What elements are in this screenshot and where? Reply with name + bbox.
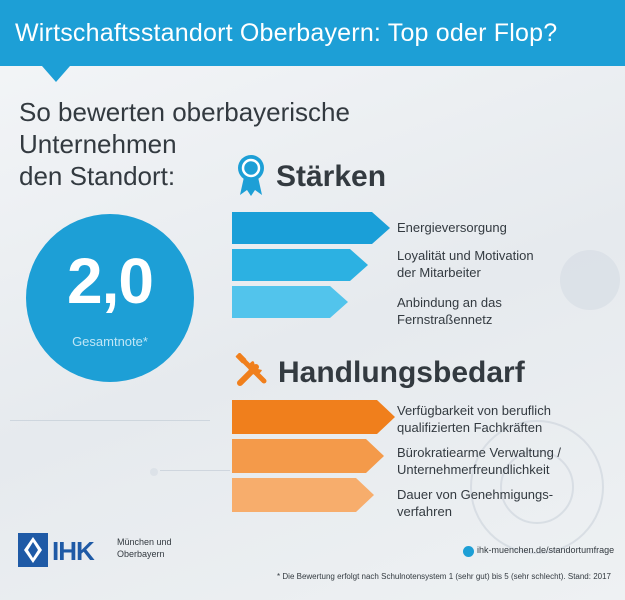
background-dot-decoration	[150, 468, 158, 476]
need-item-1: Verfügbarkeit von beruflich qualifiziert…	[397, 403, 551, 435]
strength-item-1: Energieversorgung	[397, 220, 507, 235]
need-arrow-3	[232, 478, 374, 512]
background-wheel-decoration	[470, 420, 604, 554]
overall-grade-circle: 2,0 Gesamtnote*	[26, 214, 194, 382]
need-arrow-2	[232, 439, 384, 473]
award-ribbon-icon	[238, 155, 264, 196]
need-arrow-1	[232, 400, 395, 434]
strength-arrow-1	[232, 212, 390, 244]
link-arrow-icon	[463, 546, 474, 557]
header-banner: Wirtschaftsstandort Oberbayern: Top oder…	[0, 0, 625, 66]
subtitle: So bewerten oberbayerische Unternehmen d…	[19, 96, 499, 192]
strength-arrow-2	[232, 249, 368, 281]
need-item-2: Bürokratiearme Verwaltung / Unternehmerf…	[397, 445, 562, 477]
ihk-logo: IHK	[18, 533, 110, 567]
strength-arrow-3	[232, 286, 348, 318]
background-line-decoration	[160, 470, 230, 471]
background-wheel-decoration	[500, 450, 574, 524]
need-item-3: Dauer von Genehmigungs- verfahren	[397, 487, 554, 519]
subtitle-line-2: den Standort:	[19, 161, 176, 191]
strengths-title: Stärken	[276, 160, 387, 193]
subtitle-line-1: So bewerten oberbayerische Unternehmen	[19, 97, 350, 159]
background-dot-decoration	[560, 250, 620, 310]
ihk-logo-mark-icon	[18, 533, 48, 567]
needs-title: Handlungsbedarf	[278, 356, 525, 389]
header-notch-decoration	[42, 66, 70, 82]
strength-item-3: Anbindung an das Fernstraßennetz	[397, 295, 502, 327]
ihk-logo-text: IHK	[52, 536, 95, 566]
overall-grade-label: Gesamtnote*	[72, 334, 148, 349]
survey-link[interactable]: ihk-muenchen.de/standortumfrage	[477, 545, 615, 555]
overall-grade-value: 2,0	[67, 245, 154, 317]
strength-item-2: Loyalität und Motivation der Mitarbeiter	[397, 248, 534, 280]
background-line-decoration	[10, 420, 210, 421]
ihk-logo-subtitle: München und Oberbayern	[117, 537, 172, 559]
tools-icon	[235, 353, 267, 386]
footnote: * Die Bewertung erfolgt nach Schulnotens…	[277, 572, 611, 581]
page-title: Wirtschaftsstandort Oberbayern: Top oder…	[15, 19, 558, 47]
